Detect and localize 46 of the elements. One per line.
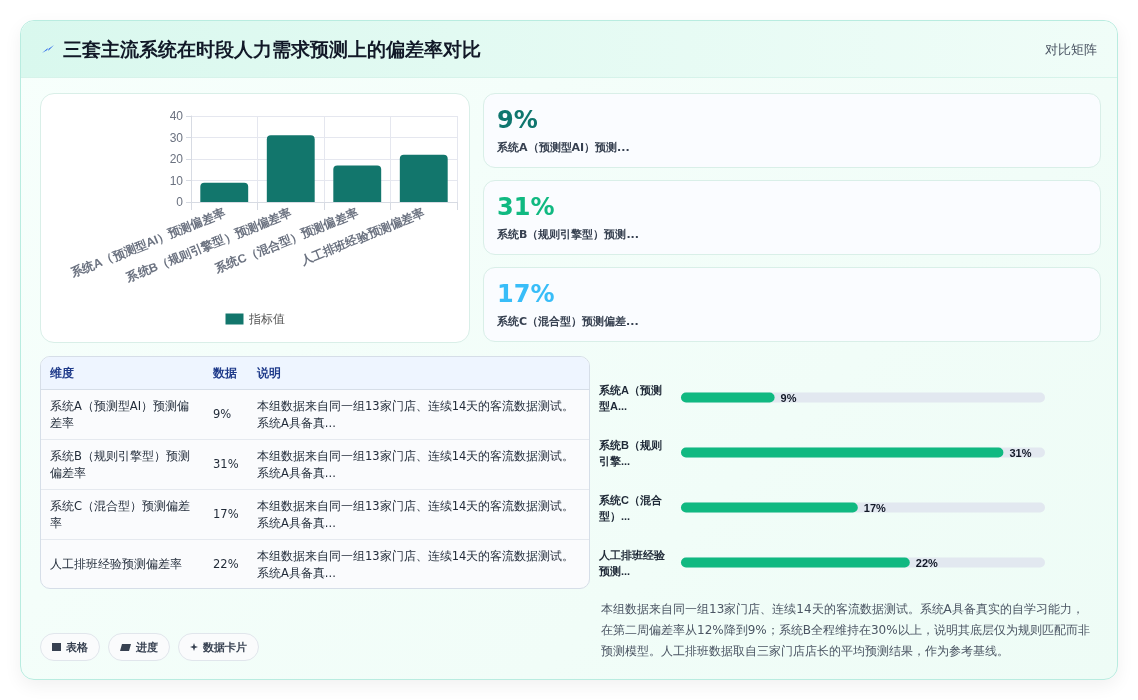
text: 31% (497, 193, 555, 221)
y-tick-label: 20 (169, 152, 184, 166)
bar (399, 154, 448, 202)
text: 31% (213, 457, 239, 471)
text: 17% (497, 280, 555, 308)
text: 进度 (136, 639, 158, 655)
y-tick-label: 10 (169, 173, 184, 188)
text: 数据 (204, 357, 248, 390)
bar (333, 165, 382, 202)
text: 三套主流系统在时段人力需求预测上的偏差率对比 (63, 37, 481, 62)
y-tick-label: 人工排班经验预测... (598, 548, 666, 577)
data-label: 17% (863, 501, 887, 514)
data-label: 22% (915, 556, 939, 569)
category-label: 系统B（规则引擎型）预测... (497, 227, 639, 242)
data-label: 9% (780, 391, 797, 404)
legend-label: 指标值 (247, 312, 285, 326)
text: 9% (497, 106, 538, 134)
text: 对比矩阵 (1045, 41, 1097, 59)
y-tick-label: 系统A（预测型A... (598, 383, 662, 412)
category-label: 系统A（预测型AI）预测偏差率 (41, 389, 204, 440)
text: 本组数据来自同一组13家门店、连续14天的客流数据测试。系统A具备真实的自学习能力，在第二周偏差率从12%降到9%；系统B全程维持在30%以上，说明其底层仅为规则匹配而非预测模型。人工排班数据取自三家门店店长的平均预测结果，作为参考基线。 (601, 601, 1091, 660)
bar (200, 182, 249, 202)
text: 22% (213, 557, 239, 571)
text: 本组数据来自同一组13家门店、连续14天的客流数据测试。系统A具备真... (248, 539, 589, 590)
y-tick-label: 系统C（混合型）... (598, 493, 663, 523)
y-tick-label: 系统B（规则引擎... (598, 438, 662, 467)
category-label: 系统C（混合型）预测偏差... (497, 314, 639, 329)
y-tick-label: 40 (169, 109, 184, 123)
category-label: 系统A（预测型AI）预测... (497, 140, 630, 155)
bar (266, 135, 315, 202)
y-tick-label: 0 (176, 195, 184, 209)
category-label: 人工排班经验预测偏差率 (41, 539, 204, 590)
text: 维度 (41, 357, 204, 390)
text: 本组数据来自同一组13家门店、连续14天的客流数据测试。系统A具备真... (248, 389, 589, 440)
text: 17% (213, 507, 239, 521)
text: 表格 (66, 639, 88, 655)
data-label: 31% (1009, 446, 1032, 459)
text: 9% (213, 407, 232, 421)
text: 数据卡片 (203, 639, 247, 655)
category-label: 系统C（混合型）预测偏差率 (41, 489, 204, 540)
y-tick-label: 30 (169, 130, 184, 145)
text: 本组数据来自同一组13家门店、连续14天的客流数据测试。系统A具备真... (248, 489, 589, 540)
text: 说明 (248, 357, 589, 390)
text: 本组数据来自同一组13家门店、连续14天的客流数据测试。系统A具备真... (248, 439, 589, 490)
bar (681, 392, 775, 403)
category-label: 系统B（规则引擎型）预测偏差率 (41, 439, 204, 490)
